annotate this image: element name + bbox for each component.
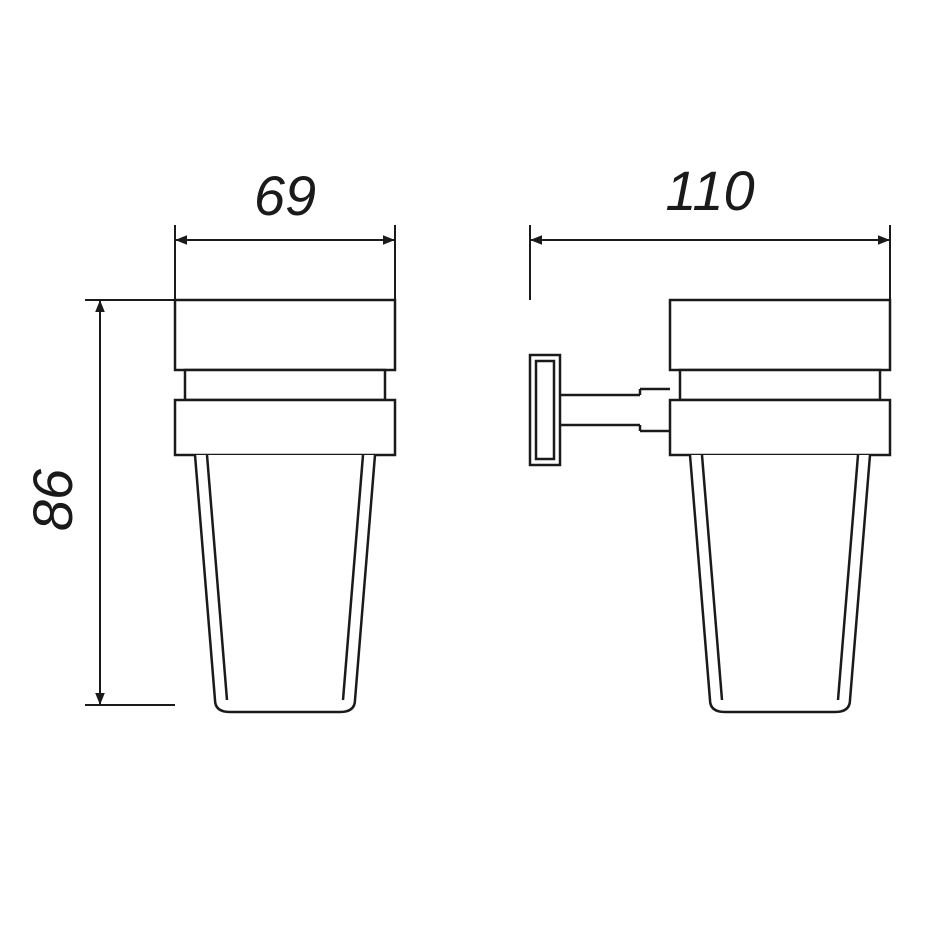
svg-text:69: 69: [254, 164, 316, 227]
side-view: [530, 300, 890, 712]
technical-drawing: 69 86 110: [0, 0, 950, 950]
svg-text:86: 86: [21, 468, 84, 531]
front-view: [175, 300, 395, 712]
svg-text:110: 110: [665, 159, 754, 222]
